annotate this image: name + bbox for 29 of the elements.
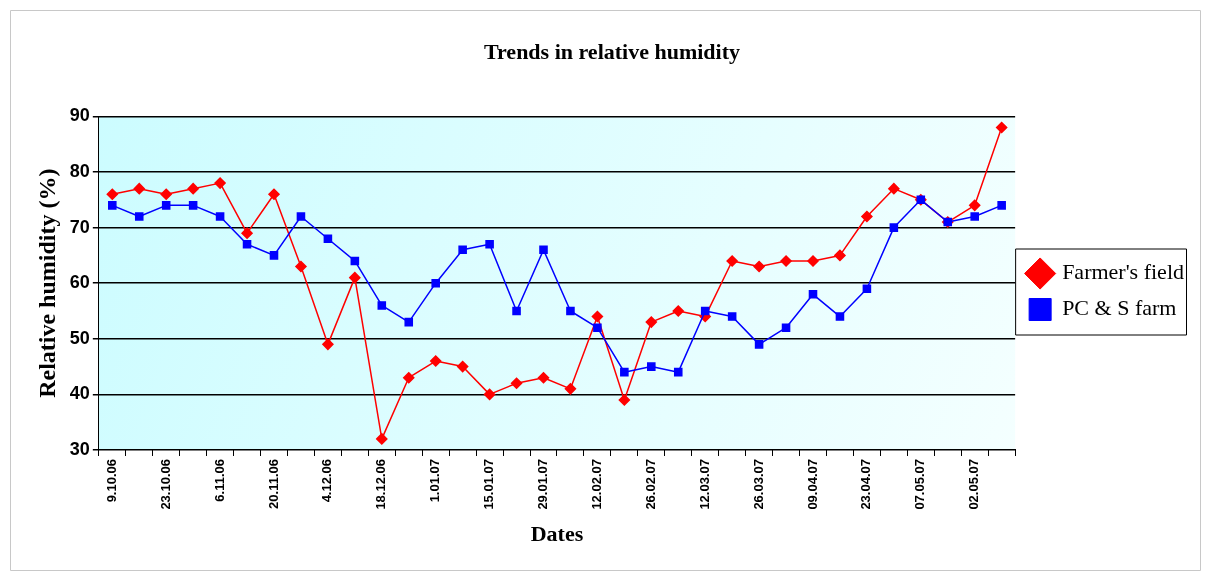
legend-label: PC & S farm (1062, 295, 1177, 321)
x-tick-label: 07.05.07 (912, 459, 928, 510)
x-tick-label: 23.10.06 (157, 459, 173, 510)
y-tick-label: 60 (69, 272, 90, 293)
y-tick-label: 30 (69, 438, 90, 459)
y-tick-label: 80 (69, 160, 90, 181)
y-axis-title: Relative humidity (%) (33, 168, 60, 398)
x-tick-label: 12.03.07 (696, 459, 712, 510)
x-tick-label: 29.01.07 (535, 459, 551, 510)
y-tick-label: 70 (69, 216, 90, 237)
x-axis-title: Dates (530, 521, 584, 547)
x-tick-label: 26.03.07 (750, 459, 766, 510)
y-tick-label: 50 (69, 327, 90, 348)
x-tick-label: 26.02.07 (642, 459, 658, 510)
y-tick-label: 40 (69, 383, 90, 404)
x-tick-label: 18.12.06 (373, 459, 389, 510)
legend-label: Farmer's field (1062, 259, 1184, 285)
chart-title: Trends in relative humidity (483, 38, 741, 64)
x-tick-label: 23.04.07 (858, 459, 874, 510)
x-tick-label: 15.01.07 (481, 459, 497, 510)
x-tick-label: 4.12.06 (319, 459, 335, 503)
x-tick-label: 02.05.07 (966, 459, 982, 510)
x-tick-label: 12.02.07 (588, 459, 604, 510)
x-tick-label: 1.01.07 (427, 459, 443, 503)
x-tick-label: 6.11.06 (211, 459, 227, 502)
x-tick-label: 9.10.06 (103, 459, 119, 503)
y-tick-label: 90 (69, 105, 90, 126)
x-tick-label: 09.04.07 (804, 459, 820, 510)
x-tick-label: 20.11.06 (265, 459, 281, 509)
